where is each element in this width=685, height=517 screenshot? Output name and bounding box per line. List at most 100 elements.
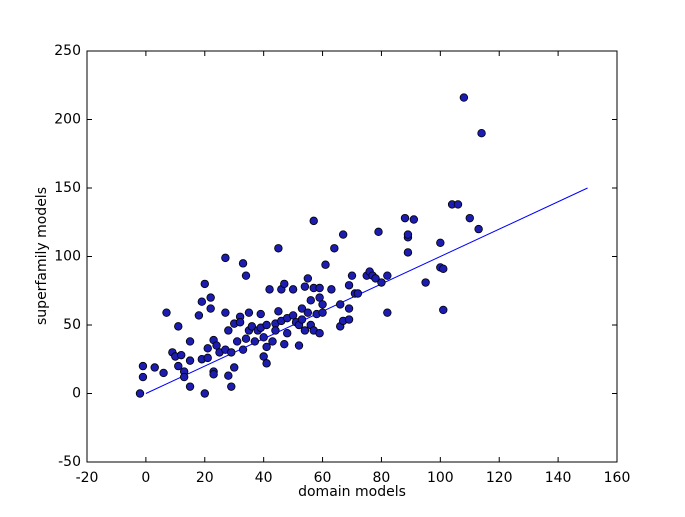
scatter-point [477, 128, 486, 138]
scatter-point [306, 296, 315, 305]
scatter-point [383, 271, 392, 280]
scatter-point [200, 389, 209, 398]
scatter-point [241, 334, 251, 343]
scatter-point [179, 372, 189, 382]
scatter-point [185, 382, 195, 391]
scatter-point [336, 300, 345, 309]
scatter-point [177, 350, 186, 360]
scatter-point [227, 382, 236, 391]
scatter-point [465, 213, 474, 223]
scatter-point [232, 337, 242, 346]
scatter-point [244, 308, 254, 317]
scatter-point [436, 238, 445, 247]
scatter-point [274, 307, 283, 316]
x-axis-label: domain models [298, 484, 406, 500]
scatter-point [135, 389, 145, 398]
scatter-point [297, 315, 307, 324]
scatter-point [371, 274, 380, 283]
y-tick-label: 50 [63, 317, 81, 333]
scatter-point [330, 244, 339, 253]
scatter-point [185, 337, 195, 346]
scatter-point [347, 271, 357, 280]
scatter-point [150, 363, 159, 372]
x-tick-label: 20 [196, 470, 214, 486]
scatter-point [224, 371, 233, 380]
x-tick-label: 80 [373, 470, 391, 486]
scatter-point [344, 281, 354, 290]
scatter-point [138, 361, 148, 371]
scatter-point [377, 278, 386, 287]
scatter-point [262, 320, 271, 330]
scatter-point [303, 274, 313, 283]
scatter-point [174, 361, 183, 371]
scatter-point [344, 315, 354, 324]
x-tick-label: 140 [545, 470, 572, 486]
scatter-point [238, 259, 248, 268]
scatter-point [212, 341, 221, 350]
scatter-point [185, 356, 195, 365]
x-tick-label: 60 [314, 470, 332, 486]
y-tick-label: 150 [54, 180, 81, 196]
y-axis-label: superfamily models [34, 187, 50, 325]
scatter-point [238, 345, 248, 354]
scatter-point [421, 278, 430, 287]
scatter-point [315, 293, 324, 302]
scatter-point [315, 283, 324, 293]
scatter-point [203, 353, 212, 363]
scatter-point [209, 370, 218, 379]
scatter-point [453, 200, 463, 209]
scatter-point [256, 309, 265, 319]
scatter-point [400, 213, 410, 223]
scatter-point [235, 318, 245, 327]
scatter-point [247, 322, 257, 331]
scatter-point [344, 304, 354, 313]
scatter-point [338, 230, 348, 239]
scatter-point [203, 344, 212, 353]
scatter-point [439, 305, 448, 315]
scatter-point [206, 304, 215, 313]
scatter-point [300, 326, 310, 335]
scatter-point [194, 311, 204, 320]
scatter-point [315, 329, 324, 338]
scatter-point [288, 311, 298, 320]
scatter-point [268, 337, 277, 346]
scatter-point [280, 279, 289, 289]
scatter-point [403, 248, 413, 257]
scatter-point [374, 227, 383, 237]
scatter-point [459, 93, 469, 102]
y-tick-label: 0 [72, 386, 81, 402]
y-tick-label: -50 [58, 454, 81, 470]
y-tick-label: 200 [54, 112, 81, 128]
scatter-point [474, 224, 483, 234]
scatter-point [206, 293, 215, 302]
x-tick-label: 120 [486, 470, 513, 486]
scatter-point [409, 215, 419, 224]
scatter-point [288, 285, 298, 294]
scatter-point [159, 368, 168, 378]
scatter-point [138, 372, 148, 382]
scatter-point [162, 308, 171, 317]
scatter-point [383, 308, 392, 317]
scatter-point [300, 282, 310, 291]
scatter-point [230, 363, 239, 372]
scatter-point [439, 264, 448, 274]
x-tick-label: 160 [604, 470, 631, 486]
scatter-point [200, 279, 209, 289]
scatter-point [321, 260, 330, 269]
scatter-point [221, 308, 230, 317]
scatter-point [262, 342, 271, 352]
scatter-point [259, 333, 268, 342]
scatter-point [241, 271, 251, 280]
scatter-point [318, 300, 327, 309]
scatter-point [265, 285, 274, 294]
x-tick-label: 40 [255, 470, 273, 486]
scatter-point [274, 244, 283, 253]
scatter-point [280, 339, 289, 349]
y-tick-label: 250 [54, 43, 81, 59]
y-tick-label: 100 [54, 249, 81, 265]
scatter-point [221, 253, 230, 263]
x-tick-label: -20 [76, 470, 99, 486]
plot-frame [86, 50, 618, 463]
